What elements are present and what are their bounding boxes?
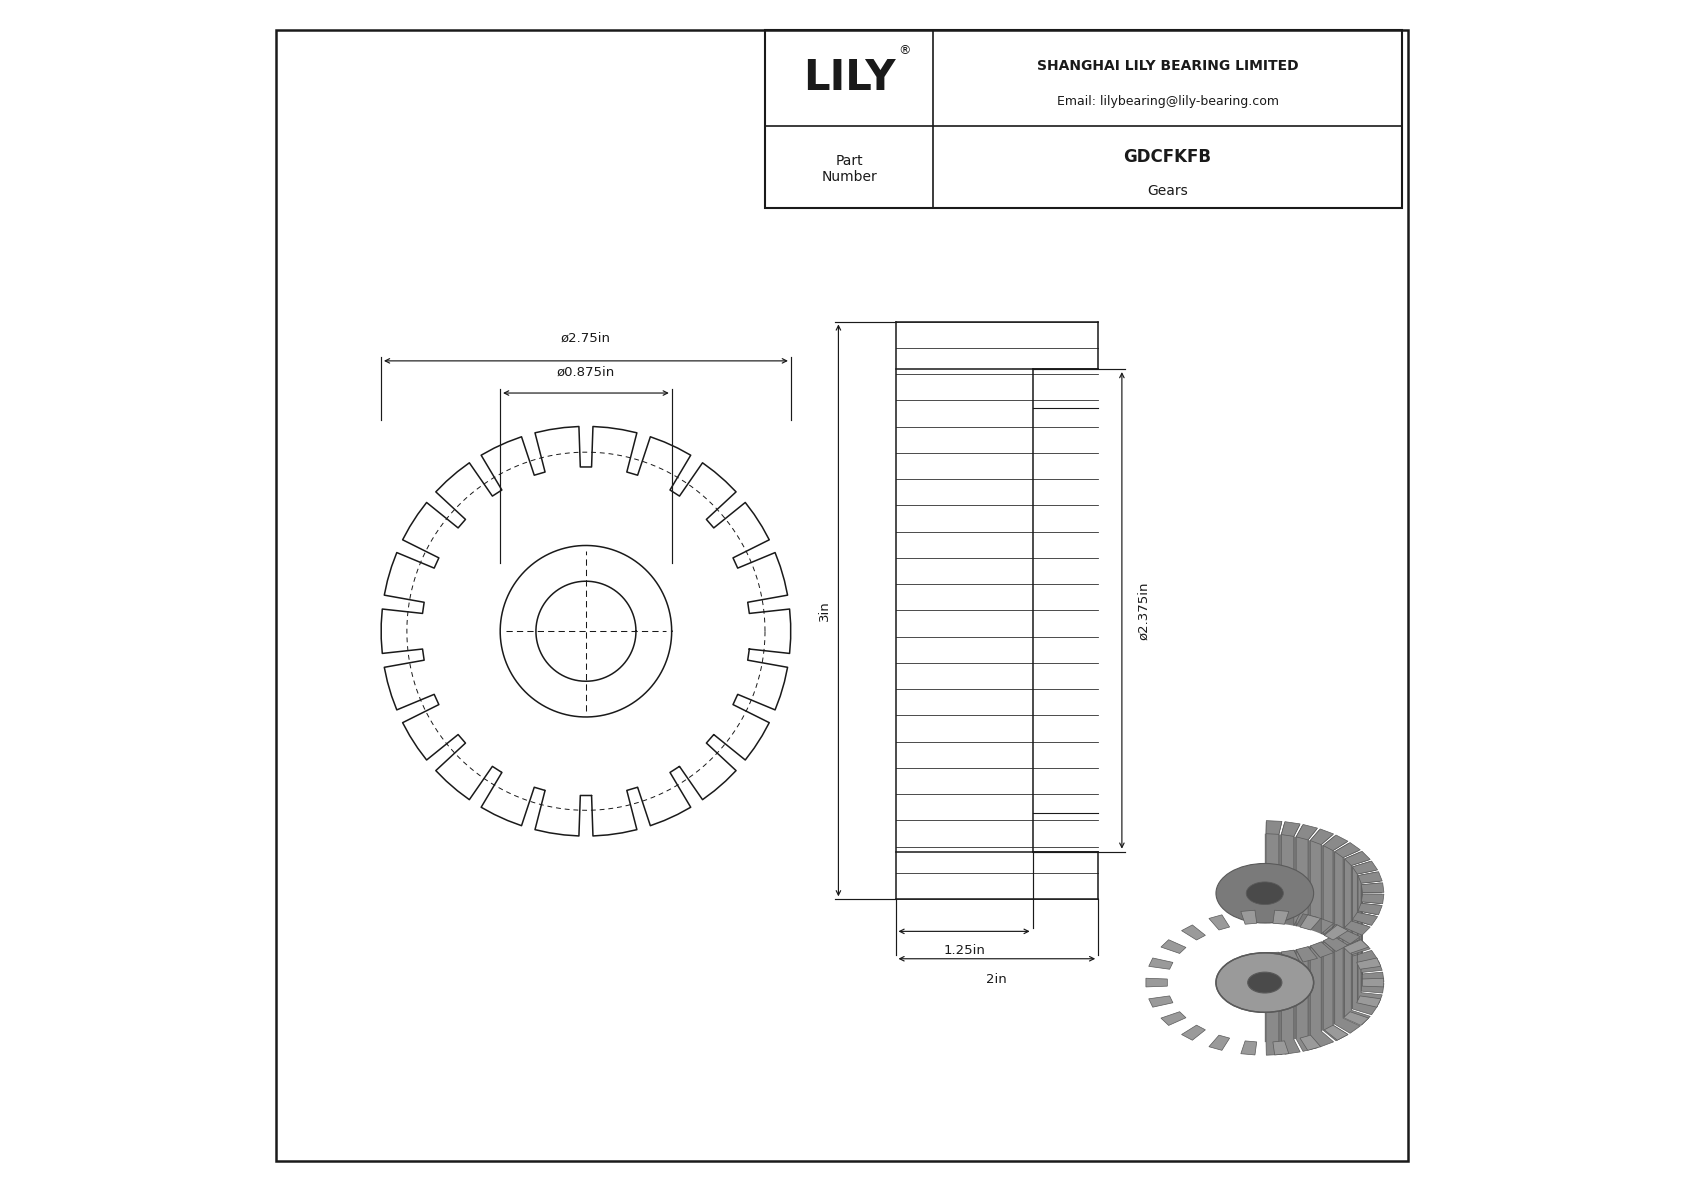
Polygon shape: [1209, 1035, 1229, 1050]
Polygon shape: [1361, 883, 1384, 981]
Polygon shape: [1297, 947, 1317, 1052]
Text: GDCFKFB: GDCFKFB: [1123, 148, 1211, 166]
Polygon shape: [1182, 1025, 1206, 1040]
Polygon shape: [1266, 952, 1282, 1055]
Polygon shape: [1324, 1025, 1349, 1040]
Polygon shape: [1362, 978, 1384, 987]
Polygon shape: [1160, 1011, 1186, 1025]
Polygon shape: [1310, 830, 1334, 934]
Polygon shape: [1357, 872, 1383, 973]
Polygon shape: [1160, 940, 1186, 954]
Polygon shape: [1357, 872, 1383, 884]
Polygon shape: [1241, 1041, 1256, 1055]
Polygon shape: [1335, 843, 1361, 947]
Polygon shape: [1324, 936, 1347, 952]
Polygon shape: [1324, 925, 1349, 940]
Polygon shape: [1344, 852, 1371, 866]
Polygon shape: [1265, 834, 1362, 1042]
Polygon shape: [1297, 947, 1317, 962]
Ellipse shape: [1216, 863, 1314, 923]
Polygon shape: [1266, 821, 1282, 835]
Polygon shape: [1344, 1011, 1369, 1025]
Polygon shape: [1266, 822, 1282, 924]
Polygon shape: [1344, 921, 1371, 1024]
Polygon shape: [1357, 958, 1381, 969]
Polygon shape: [1335, 842, 1361, 858]
Text: Part
Number: Part Number: [822, 154, 877, 185]
Polygon shape: [1352, 912, 1378, 925]
Polygon shape: [1344, 921, 1371, 935]
Polygon shape: [1300, 915, 1320, 930]
Polygon shape: [1361, 894, 1384, 904]
Polygon shape: [1273, 1041, 1288, 1055]
Polygon shape: [1145, 978, 1167, 987]
Polygon shape: [1282, 950, 1300, 965]
Polygon shape: [1361, 894, 1384, 993]
Bar: [765, 30, 1401, 208]
Polygon shape: [1282, 823, 1300, 925]
Polygon shape: [1352, 861, 1378, 874]
Polygon shape: [1352, 861, 1378, 964]
Polygon shape: [1297, 824, 1317, 840]
Text: ø2.75in: ø2.75in: [561, 331, 611, 344]
Text: SHANGHAI LILY BEARING LIMITED: SHANGHAI LILY BEARING LIMITED: [1037, 58, 1298, 73]
Ellipse shape: [1248, 972, 1282, 993]
Polygon shape: [1361, 883, 1384, 892]
Polygon shape: [1310, 829, 1334, 844]
Polygon shape: [1282, 822, 1300, 836]
Polygon shape: [1335, 929, 1361, 1034]
Text: Gears: Gears: [1147, 183, 1187, 198]
Text: LILY: LILY: [803, 57, 896, 99]
Polygon shape: [1324, 835, 1347, 850]
Polygon shape: [1310, 942, 1334, 1047]
Polygon shape: [1297, 825, 1317, 929]
Text: 2in: 2in: [987, 973, 1007, 986]
Polygon shape: [1300, 1035, 1320, 1050]
Polygon shape: [1241, 910, 1256, 924]
Text: 1.25in: 1.25in: [943, 944, 985, 958]
Text: ®: ®: [899, 44, 911, 57]
Polygon shape: [1209, 915, 1229, 930]
Text: ø0.875in: ø0.875in: [557, 366, 615, 379]
Polygon shape: [1324, 936, 1347, 1041]
Ellipse shape: [1216, 953, 1314, 1012]
Ellipse shape: [1246, 881, 1283, 905]
Polygon shape: [1310, 942, 1334, 958]
Polygon shape: [1148, 996, 1174, 1008]
Polygon shape: [1324, 836, 1347, 940]
Polygon shape: [1182, 925, 1206, 940]
Polygon shape: [1344, 940, 1369, 954]
Text: ø2.375in: ø2.375in: [1137, 581, 1150, 640]
Polygon shape: [1344, 852, 1371, 955]
Polygon shape: [1148, 958, 1174, 969]
Polygon shape: [1357, 903, 1383, 1004]
Text: 3in: 3in: [818, 600, 830, 621]
Polygon shape: [1357, 903, 1383, 915]
Polygon shape: [1273, 910, 1288, 924]
Polygon shape: [1282, 950, 1300, 1054]
Polygon shape: [1335, 929, 1361, 944]
Polygon shape: [1352, 912, 1378, 1015]
Polygon shape: [1357, 996, 1381, 1008]
Text: Email: lilybearing@lily-bearing.com: Email: lilybearing@lily-bearing.com: [1056, 95, 1278, 107]
Polygon shape: [1266, 952, 1282, 966]
